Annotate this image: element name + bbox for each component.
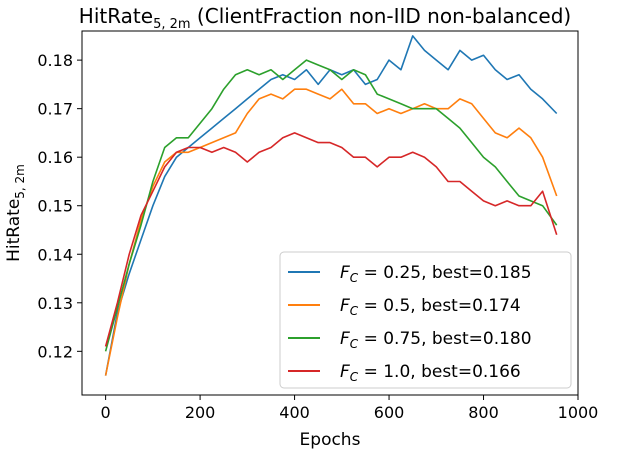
y-axis-label: HitRate5, 2m bbox=[4, 164, 27, 262]
y-axis-label-subscript: 5, 2m bbox=[13, 164, 27, 199]
chart-title-main: HitRate bbox=[79, 4, 153, 28]
legend-entry-2: FC = 0.5, best=0.174 bbox=[340, 296, 521, 318]
x-tick-label: 800 bbox=[468, 403, 499, 422]
chart-title-subscript: 5, 2m bbox=[153, 17, 190, 32]
legend-label: = 0.5, best=0.174 bbox=[358, 296, 521, 316]
y-tick-label: 0.14 bbox=[37, 245, 73, 264]
y-tick-label: 0.16 bbox=[37, 148, 73, 167]
legend-symbol: F bbox=[340, 263, 350, 283]
legend-label: = 0.75, best=0.180 bbox=[358, 329, 531, 349]
series-lines bbox=[104, 35, 558, 376]
x-tick-label: 400 bbox=[279, 403, 310, 422]
legend-entry-4: FC = 1.0, best=0.166 bbox=[340, 362, 521, 384]
x-tick-label: 200 bbox=[185, 403, 216, 422]
legend-subscript: C bbox=[350, 304, 359, 318]
legend-box bbox=[279, 251, 572, 389]
chart-title: HitRate5, 2m (ClientFraction non-IID non… bbox=[79, 4, 571, 32]
y-tick-label: 0.13 bbox=[37, 294, 73, 313]
legend-symbol: F bbox=[340, 296, 350, 316]
legend-entry-3: FC = 0.75, best=0.180 bbox=[340, 329, 532, 351]
series-line-4 bbox=[104, 132, 558, 347]
x-tick-label: 0 bbox=[101, 403, 111, 422]
legend-symbol: F bbox=[340, 362, 350, 382]
series-line-3 bbox=[104, 59, 558, 352]
x-tick-label: 1000 bbox=[558, 403, 599, 422]
x-tick-label: 600 bbox=[374, 403, 405, 422]
legend-subscript: C bbox=[350, 337, 359, 351]
legend-entry-1: FC = 0.25, best=0.185 bbox=[340, 263, 532, 285]
chart-title-rest: (ClientFraction non-IID non-balanced) bbox=[191, 4, 572, 28]
axis-ticks: 0 200 400 600 800 1000 0.12 0.13 0.14 0.15 0.16 0.1… bbox=[37, 51, 598, 422]
y-tick-label: 0.17 bbox=[37, 100, 73, 119]
series-line-2 bbox=[104, 88, 558, 376]
legend-label: = 1.0, best=0.166 bbox=[358, 362, 521, 382]
y-tick-label: 0.15 bbox=[37, 197, 73, 216]
y-axis-label-main: HitRate bbox=[4, 199, 24, 262]
legend-subscript: C bbox=[350, 370, 359, 384]
y-tick-label: 0.12 bbox=[37, 342, 73, 361]
legend-subscript: C bbox=[350, 271, 359, 285]
x-axis-label: Epochs bbox=[300, 430, 361, 450]
legend-label: = 0.25, best=0.185 bbox=[358, 263, 531, 283]
y-tick-label: 0.18 bbox=[37, 51, 73, 70]
legend-symbol: F bbox=[340, 329, 350, 349]
